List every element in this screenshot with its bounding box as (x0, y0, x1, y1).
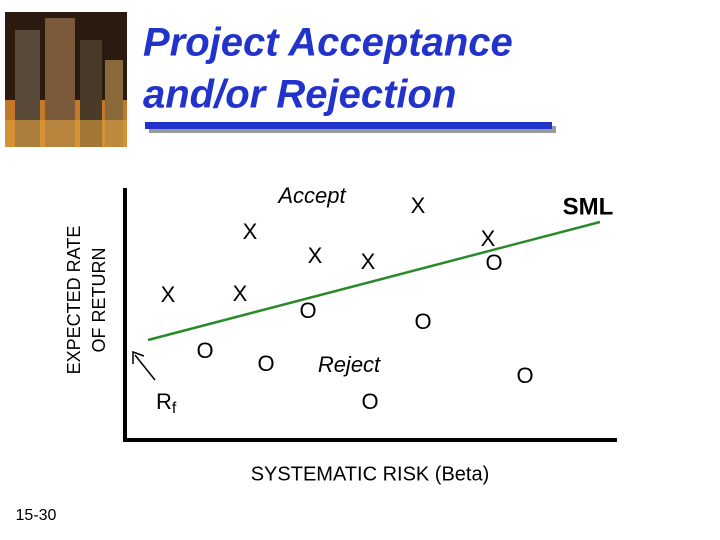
reject-marker: O (196, 338, 213, 363)
rf-arrow (134, 354, 156, 381)
title: Project Acceptance (143, 21, 513, 65)
reject-label: Reject (318, 352, 381, 377)
y-axis-label: OF RETURN (89, 248, 109, 353)
x-axis-label: SYSTEMATIC RISK (Beta) (251, 463, 490, 485)
accept-marker: X (161, 282, 176, 307)
accept-marker: X (243, 219, 258, 244)
reject-marker: O (414, 309, 431, 334)
accept-marker: X (233, 281, 248, 306)
accept-marker: X (308, 243, 323, 268)
reject-marker: O (361, 389, 378, 414)
accept-label: Accept (276, 183, 346, 208)
rf-arrowhead (132, 350, 145, 364)
title-underline-shadow (149, 126, 556, 133)
title: and/or Rejection (143, 73, 456, 117)
building-photo (5, 12, 127, 147)
rf-main: R (156, 389, 172, 414)
accept-marker: X (361, 249, 376, 274)
accept-marker: X (481, 226, 496, 251)
reject-marker: O (516, 363, 533, 388)
rf-sub: f (172, 400, 177, 417)
accept-marker: X (411, 193, 426, 218)
reject-marker: O (257, 351, 274, 376)
reject-marker: O (485, 250, 502, 275)
rf-label: Rf (156, 389, 177, 417)
title-underline (145, 122, 552, 129)
y-axis-label: EXPECTED RATE (64, 226, 84, 375)
slide-number: 15-30 (16, 507, 57, 524)
reject-marker: O (299, 298, 316, 323)
sml-line (147, 220, 601, 342)
sml-label: SML (563, 193, 614, 220)
